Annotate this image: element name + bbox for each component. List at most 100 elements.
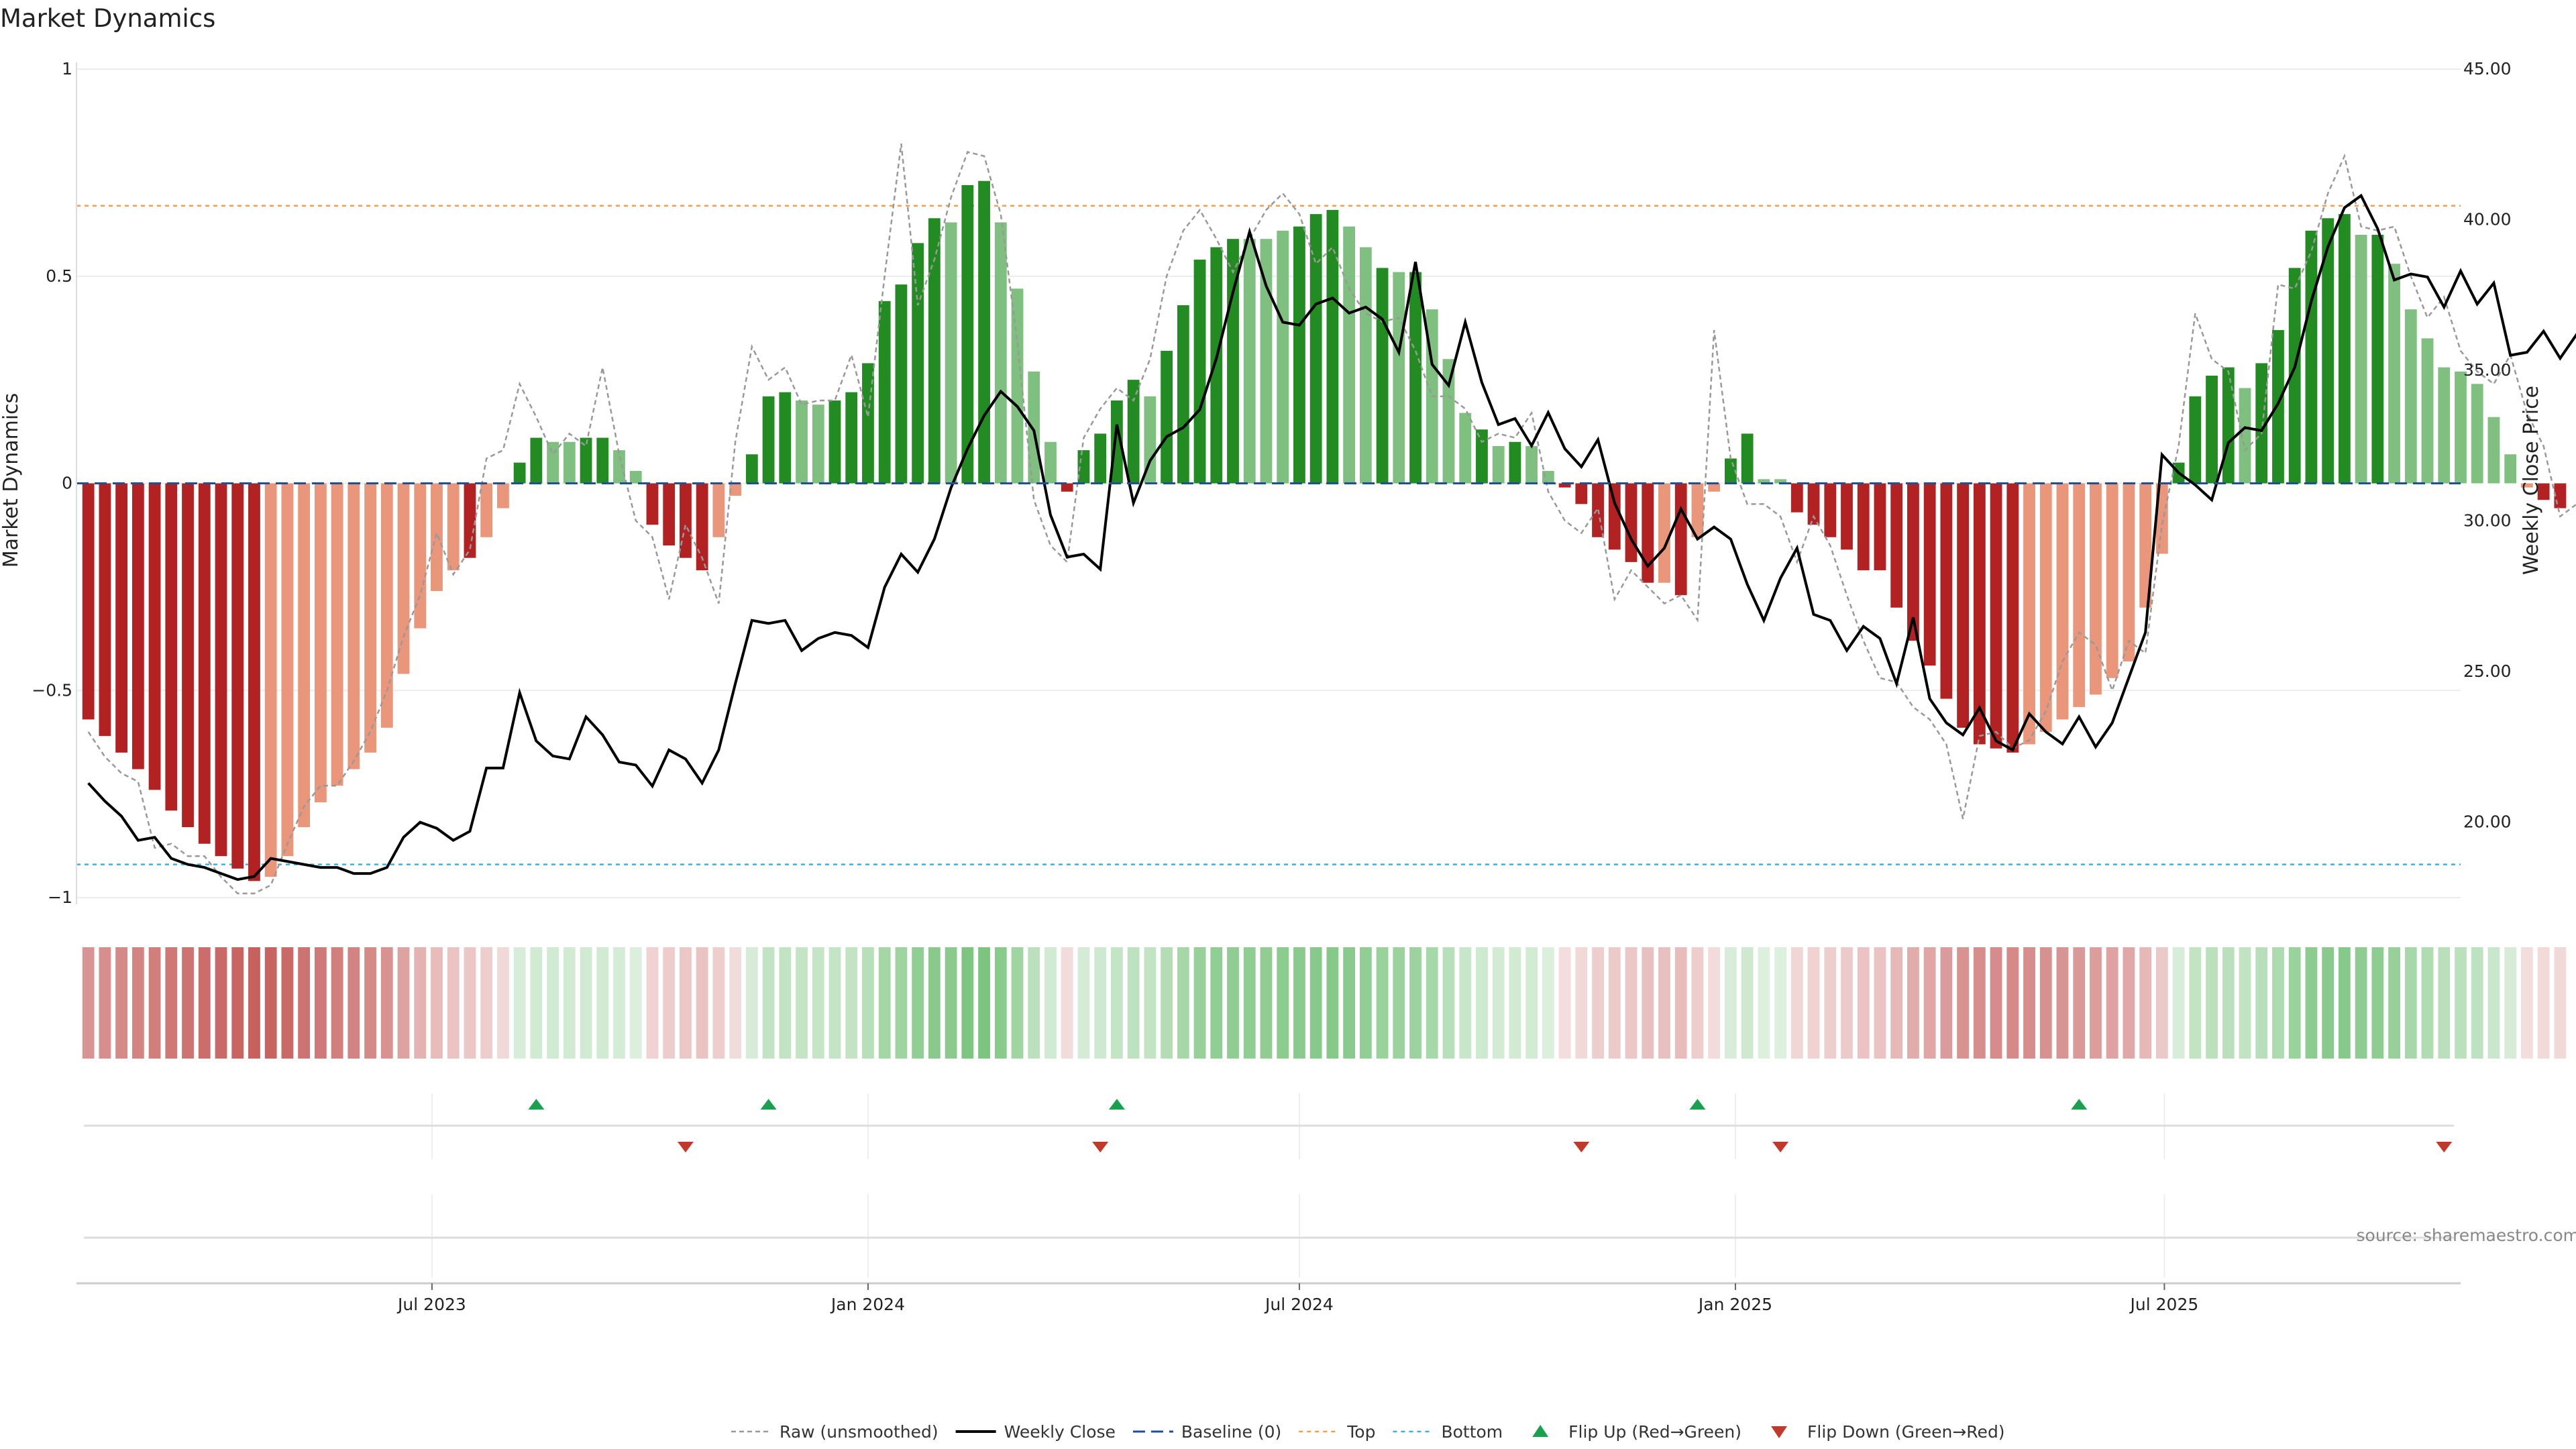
right-tick-label: 45.00 xyxy=(2463,59,2512,78)
left-tick-label: −1 xyxy=(48,888,72,907)
heatmap-cell xyxy=(762,947,775,1059)
heatmap-cell xyxy=(431,947,443,1059)
heatmap-cell xyxy=(497,947,509,1059)
flip-down-marker xyxy=(1573,1142,1590,1152)
dynamics-bar xyxy=(464,483,476,558)
heatmap-cell xyxy=(1923,947,1936,1059)
dynamics-bar xyxy=(1509,441,1521,484)
lower-panel xyxy=(76,1194,2461,1285)
heatmap-cell xyxy=(862,947,874,1059)
heatmap-cell xyxy=(2338,947,2351,1059)
dynamics-bar xyxy=(431,483,443,592)
dynamics-bar xyxy=(2139,483,2152,608)
heatmap-cell xyxy=(364,947,376,1059)
heatmap-cell xyxy=(779,947,792,1059)
flip-down-marker xyxy=(677,1142,694,1152)
heatmap-cell xyxy=(1077,947,1090,1059)
dynamics-bar xyxy=(1990,483,2002,749)
heatmap-cell xyxy=(414,947,427,1059)
heatmap-cell xyxy=(2206,947,2218,1059)
heatmap-cell xyxy=(1393,947,1405,1059)
close-series-line xyxy=(87,193,2576,881)
heatmap-cell xyxy=(2554,947,2567,1059)
dynamics-bar xyxy=(2056,483,2069,720)
heatmap-cell xyxy=(2239,947,2251,1059)
dynamics-bar xyxy=(1110,400,1123,484)
dynamics-bar xyxy=(1691,483,1704,537)
dynamics-bar xyxy=(613,450,625,484)
heatmap-cell xyxy=(215,947,227,1059)
heatmap-cell xyxy=(1790,947,1803,1059)
threshold-lines xyxy=(76,205,2461,865)
heatmap-cell xyxy=(1625,947,1638,1059)
dynamics-bar xyxy=(845,392,858,484)
heatmap-cell xyxy=(2305,947,2318,1059)
heatmap-cell xyxy=(994,947,1007,1059)
raw-line xyxy=(87,143,2576,895)
heatmap-cell xyxy=(2455,947,2467,1059)
chart-title: Market Dynamics xyxy=(0,4,215,33)
dynamics-bar xyxy=(2438,367,2451,484)
dynamics-bar xyxy=(1094,433,1107,484)
left-tick-label: 1 xyxy=(62,59,72,78)
heatmap-cell xyxy=(1758,947,1770,1059)
heatmap-cell xyxy=(2421,947,2434,1059)
dynamics-bar xyxy=(1807,483,1820,525)
heatmap-strip xyxy=(82,947,2567,1059)
heatmap-cell xyxy=(480,947,493,1059)
flip-down-marker xyxy=(1092,1142,1109,1152)
dynamics-bar xyxy=(1028,371,1040,484)
dynamics-bar xyxy=(148,483,161,790)
heatmap-cell xyxy=(1293,947,1305,1059)
heatmap-cell xyxy=(131,947,144,1059)
dynamics-bar xyxy=(513,462,526,484)
heatmap-cell xyxy=(2288,947,2301,1059)
dynamics-bar xyxy=(447,483,460,571)
dynamics-bar xyxy=(2305,230,2318,484)
dynamics-bar xyxy=(2455,371,2467,484)
heatmap-cell xyxy=(231,947,244,1059)
heatmap-cell xyxy=(796,947,808,1059)
legend-swatch-flip-down xyxy=(1771,1426,1788,1438)
dynamics-bar xyxy=(646,483,659,525)
dynamics-bar xyxy=(1542,470,1554,484)
dynamics-bar xyxy=(414,483,427,629)
flip-up-marker xyxy=(2071,1099,2088,1110)
dynamics-bar xyxy=(248,483,260,881)
dynamics-bar xyxy=(796,400,808,484)
dynamics-bar xyxy=(2023,483,2035,745)
heatmap-cell xyxy=(2090,947,2102,1059)
x-tick-label: Jan 2024 xyxy=(830,1295,905,1314)
right-tick-label: 30.00 xyxy=(2463,511,2512,531)
weekly-close-line xyxy=(87,193,2576,881)
heatmap-cell xyxy=(2189,947,2202,1059)
x-tick-label: Jul 2023 xyxy=(396,1295,466,1314)
dynamics-bar xyxy=(1492,445,1505,484)
dynamics-bar xyxy=(2421,338,2434,484)
legend-item: Bottom xyxy=(1393,1422,1503,1442)
dynamics-bar xyxy=(231,483,244,869)
heatmap-cell xyxy=(1807,947,1820,1059)
heatmap-cell xyxy=(2056,947,2069,1059)
dynamics-bar xyxy=(895,284,908,484)
heatmap-cell xyxy=(1127,947,1140,1059)
dynamics-bar xyxy=(1326,209,1339,484)
heatmap-cell xyxy=(331,947,343,1059)
heatmap-cell xyxy=(397,947,410,1059)
dynamics-bar xyxy=(2255,363,2268,484)
heatmap-cell xyxy=(1575,947,1588,1059)
heatmap-cell xyxy=(878,947,891,1059)
heatmap-cell xyxy=(1592,947,1604,1059)
heatmap-cell xyxy=(1890,947,1903,1059)
dynamics-bar xyxy=(1309,214,1322,484)
dynamics-bar xyxy=(762,396,775,484)
dynamics-bar xyxy=(1940,483,1953,699)
dynamics-bar xyxy=(2006,483,2019,753)
heatmap-cell xyxy=(1326,947,1339,1059)
dynamics-bar xyxy=(1144,396,1157,484)
heatmap-cell xyxy=(264,947,277,1059)
dynamics-bar xyxy=(2338,214,2351,484)
heatmap-cell xyxy=(380,947,393,1059)
heatmap-cell xyxy=(1177,947,1189,1059)
